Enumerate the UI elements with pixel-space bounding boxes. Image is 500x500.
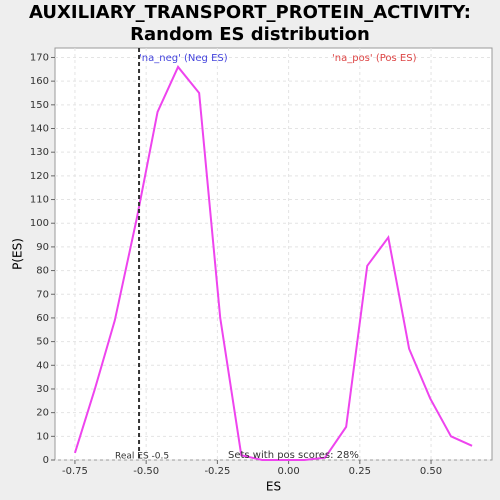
x-tick-label: -0.75 [62,466,88,477]
plot-area [54,47,493,461]
y-tick-label: 120 [30,171,49,182]
y-tick-label: 130 [30,147,49,158]
x-tick-label: -0.25 [204,466,230,477]
y-tick-label: 30 [36,384,49,395]
y-tick-label: 160 [30,76,49,87]
y-tick-label: 70 [36,289,49,300]
chart-title: AUXILIARY_TRANSPORT_PROTEIN_ACTIVITY: Ra… [29,2,471,45]
y-tick-label: 60 [36,313,49,324]
y-tick-label: 20 [36,408,49,419]
y-tick-label: 100 [30,218,49,229]
neg-label: 'na_neg' (Neg ES) [139,53,228,64]
y-axis-label: P(ES) [11,238,25,270]
x-tick-label: 0.00 [277,466,299,477]
y-tick-label: 110 [30,195,49,206]
y-tick-label: 140 [30,124,49,135]
y-tick-label: 40 [36,360,49,371]
y-tick-label: 170 [30,52,49,63]
x-tick-label: 0.25 [349,466,371,477]
real-es-label: Real ES -0.5 [115,452,169,462]
y-tick-label: 10 [36,431,49,442]
y-tick-label: 50 [36,337,49,348]
x-tick-label: 0.50 [420,466,442,477]
series-line [73,65,473,461]
x-axis-label: ES [266,480,281,494]
y-tick-label: 90 [36,242,49,253]
pos-scores: Sets with pos scores: 28% [228,450,359,461]
y-tick-label: 150 [30,100,49,111]
y-tick-label: 0 [43,455,49,466]
y-tick-label: 80 [36,266,49,277]
x-tick-label: -0.50 [133,466,159,477]
pos-label: 'na_pos' (Pos ES) [332,53,417,64]
